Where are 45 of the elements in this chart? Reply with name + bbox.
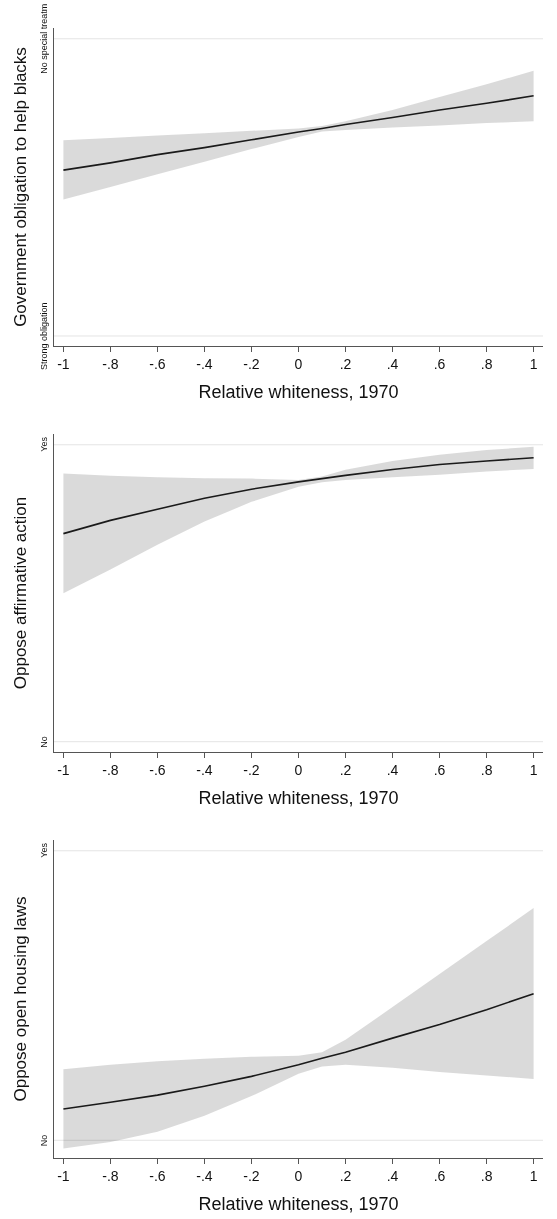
x-tick-label: -.4 bbox=[196, 1167, 213, 1184]
x-tick-label: -1 bbox=[57, 1167, 70, 1184]
ref-line-label: No special treatm bbox=[39, 3, 50, 74]
x-tick-label: -1 bbox=[57, 761, 70, 778]
x-tick-label: 1 bbox=[529, 761, 538, 778]
x-axis-title: Relative whiteness, 1970 bbox=[198, 787, 399, 808]
x-axis-title: Relative whiteness, 1970 bbox=[198, 381, 399, 402]
y-axis-title: Oppose open housing laws bbox=[10, 896, 30, 1102]
x-tick-label: .4 bbox=[386, 1167, 399, 1184]
x-tick-label: 1 bbox=[529, 1167, 538, 1184]
x-tick-label: .8 bbox=[480, 1167, 493, 1184]
x-tick-label: -.2 bbox=[243, 761, 260, 778]
x-tick-label: .8 bbox=[480, 761, 493, 778]
x-tick-label: 0 bbox=[294, 355, 303, 372]
x-tick-label: .4 bbox=[386, 355, 399, 372]
ref-line-label: Strong obligation bbox=[39, 302, 50, 370]
ref-line-label: Yes bbox=[39, 842, 50, 858]
ref-line-label: No bbox=[38, 1134, 49, 1147]
x-tick-label: -.8 bbox=[102, 761, 119, 778]
x-tick-label: .2 bbox=[339, 355, 352, 372]
x-tick-label: 0 bbox=[294, 1167, 303, 1184]
x-tick-label: .6 bbox=[433, 761, 446, 778]
x-tick-label: .6 bbox=[433, 1167, 446, 1184]
x-tick-label: 1 bbox=[529, 355, 538, 372]
x-tick-label: .6 bbox=[433, 355, 446, 372]
x-tick-label: -.4 bbox=[196, 761, 213, 778]
x-tick-label: -1 bbox=[57, 355, 70, 372]
x-tick-label: -.4 bbox=[196, 355, 213, 372]
x-tick-label: .8 bbox=[480, 355, 493, 372]
x-axis-title: Relative whiteness, 1970 bbox=[198, 1193, 399, 1214]
x-tick-label: .2 bbox=[339, 761, 352, 778]
x-tick-label: -.2 bbox=[243, 355, 260, 372]
x-tick-label: -.2 bbox=[243, 1167, 260, 1184]
x-tick-label: .2 bbox=[339, 1167, 352, 1184]
x-tick-label: -.8 bbox=[102, 1167, 119, 1184]
x-tick-label: -.6 bbox=[149, 1167, 166, 1184]
x-tick-label: -.6 bbox=[149, 355, 166, 372]
y-axis-title: Government obligation to help blacks bbox=[10, 47, 30, 327]
y-axis-title: Oppose affirmative action bbox=[10, 496, 30, 690]
x-tick-label: -.6 bbox=[149, 761, 166, 778]
ref-line-label: No bbox=[39, 736, 50, 748]
x-tick-label: 0 bbox=[294, 761, 303, 778]
x-tick-label: .4 bbox=[386, 761, 399, 778]
ref-line-label: Yes bbox=[39, 436, 50, 452]
x-tick-label: -.8 bbox=[102, 355, 119, 372]
